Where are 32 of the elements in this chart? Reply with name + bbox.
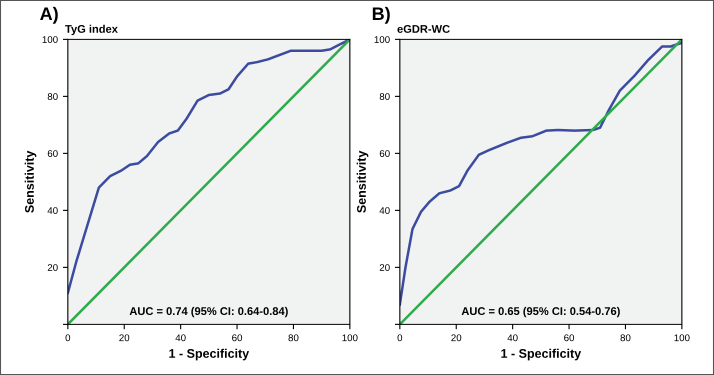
y-axis-title: Sensitivity [356,150,368,213]
y-tick-label: 80 [48,93,58,100]
y-tick-label: 100 [374,36,390,43]
annotation: AUC = 0.65 (95% CI: 0.54-0.76) [462,306,620,318]
y-tick-label: 60 [48,150,58,157]
x-axis-title: 1 - Specificity [501,348,582,360]
y-axis-title: Sensitivity [24,150,36,213]
x-tick-label: 40 [507,334,518,342]
y-tick-label: 40 [380,207,390,214]
x-tick-label: 60 [232,334,242,342]
x-tick-label: 0 [398,334,402,342]
x-tick-label: 100 [674,334,690,342]
chart-subtitle: TyG index [65,24,118,36]
x-tick-label: 0 [66,334,70,342]
x-tick-label: 80 [620,334,630,342]
x-tick-label: 20 [119,334,130,342]
x-tick-label: 20 [451,334,462,342]
y-tick-label: 100 [42,36,58,43]
chart-subtitle: eGDR-WC [397,25,450,33]
annotation: AUC = 0.74 (95% CI: 0.64-0.84) [130,306,288,318]
chart-title: B) [372,6,390,24]
y-tick-label: 40 [48,207,58,214]
x-tick-label: 40 [175,334,186,342]
x-tick-label: 100 [342,334,358,342]
x-axis-title: 1 - Specificity [169,348,250,360]
y-tick-label: 60 [380,150,390,157]
y-tick-label: 20 [380,264,390,271]
x-tick-label: 60 [564,334,574,342]
chart-title: A) [40,6,58,24]
y-tick-label: 80 [380,93,390,100]
y-tick-label: 20 [48,264,58,271]
x-tick-label: 80 [288,334,298,342]
